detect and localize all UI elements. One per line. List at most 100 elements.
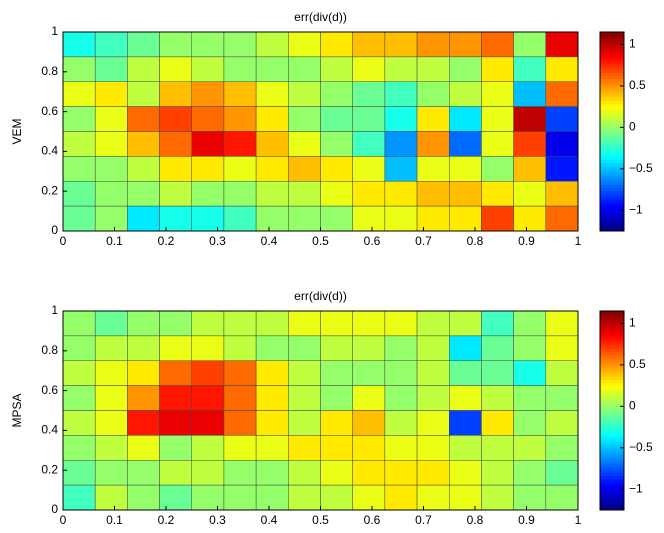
mesh-cell — [255, 460, 289, 486]
colorbar-strip — [600, 175, 624, 179]
y-tick-label: 0 — [51, 223, 58, 237]
mesh-cell — [481, 410, 514, 436]
mesh-cell — [416, 31, 450, 58]
mesh-cell — [384, 31, 418, 58]
mesh-cell — [255, 56, 289, 82]
colorbar-strip — [600, 38, 624, 42]
mesh-cell — [352, 335, 386, 361]
mesh-cell — [481, 385, 514, 411]
colorbar-strip — [600, 482, 624, 486]
mesh-cell — [320, 385, 353, 411]
mesh-cell — [513, 435, 547, 461]
mesh-cell — [320, 131, 353, 157]
x-tick-label: 0.4 — [261, 234, 278, 248]
y-tick-label: 1 — [51, 303, 58, 317]
mesh-cell — [320, 335, 353, 361]
colorbar-strip — [600, 373, 624, 377]
mesh-cell — [384, 435, 418, 461]
mesh-cell — [159, 335, 192, 361]
x-tick-label: 0 — [60, 513, 67, 527]
colorbar-strip — [600, 190, 624, 195]
colorbar-strip — [600, 159, 624, 164]
colorbar-strip — [600, 401, 624, 405]
mesh-cell — [62, 181, 96, 207]
mesh-cell — [191, 335, 225, 361]
colorbar-strip — [600, 91, 624, 95]
mesh-cell — [94, 131, 128, 157]
x-tick-label: 0.9 — [518, 513, 535, 527]
mesh-cell — [94, 460, 128, 486]
colorbar-strip — [600, 224, 624, 229]
colorbar-frame — [599, 31, 625, 232]
x-tick-label: 1 — [575, 234, 582, 248]
colorbar-strip — [600, 376, 624, 380]
colorbar-tick-label: 0.5 — [629, 78, 646, 92]
mesh-cell — [94, 484, 128, 511]
mesh-cell — [481, 435, 514, 461]
mesh-cell — [481, 31, 514, 58]
mesh-cell — [94, 335, 128, 361]
mesh-cell — [94, 385, 128, 411]
colorbar-strip — [600, 500, 624, 505]
mesh-cell — [223, 360, 257, 386]
mesh-cell — [127, 360, 160, 386]
mesh-cell — [62, 460, 96, 486]
mesh-cell — [384, 131, 418, 157]
y-axis-label: VEM — [10, 118, 24, 144]
colorbar-strip — [600, 348, 624, 352]
mesh-cell — [545, 310, 579, 337]
mesh-cell — [384, 205, 418, 232]
colorbar-strip — [600, 156, 624, 160]
mesh-cell — [94, 310, 128, 337]
x-tick-label: 0.2 — [158, 234, 175, 248]
colorbar-strip — [600, 187, 624, 192]
colorbar-strip — [600, 441, 624, 446]
mesh-cell — [62, 106, 96, 132]
mesh-cell — [62, 205, 96, 232]
mesh-cell — [513, 310, 547, 337]
colorbar-strip — [600, 153, 624, 157]
mesh-cell — [481, 106, 514, 132]
y-tick-label: 0.8 — [41, 64, 58, 78]
colorbar-strip — [600, 84, 624, 89]
x-tick-label: 0.5 — [312, 513, 329, 527]
colorbar-strip — [600, 94, 624, 98]
x-tick-label: 0.6 — [364, 513, 381, 527]
colorbar-strip — [600, 109, 624, 114]
mesh-cell — [191, 435, 225, 461]
colorbar-strip — [600, 407, 624, 411]
mesh-cell — [191, 310, 225, 337]
mesh-cell — [94, 31, 128, 58]
y-tick-label: 1 — [51, 24, 58, 38]
colorbar-strip — [600, 422, 624, 427]
colorbar-strip — [600, 485, 624, 489]
y-tick-label: 0.2 — [41, 183, 58, 197]
colorbar-strip — [600, 209, 624, 213]
colorbar-tick-label: 0 — [629, 399, 636, 413]
y-tick-label: 0.4 — [41, 144, 58, 158]
colorbar-strip — [600, 125, 624, 129]
mesh-cell — [320, 81, 353, 107]
mesh-cell — [223, 181, 257, 207]
mesh-cell — [384, 385, 418, 411]
colorbar-frame — [599, 310, 625, 511]
colorbar-strip — [600, 370, 624, 374]
mesh-cell — [62, 360, 96, 386]
colorbar-strip — [600, 475, 624, 480]
mesh-cell — [545, 335, 579, 361]
colorbar-strip — [600, 206, 624, 210]
colorbar-strip — [600, 53, 624, 58]
mesh-cell — [255, 81, 289, 107]
mesh-cell — [545, 56, 579, 82]
mesh-cell — [159, 460, 192, 486]
colorbar-strip — [600, 171, 624, 176]
colorbar-strip — [600, 354, 624, 359]
mesh-cell — [127, 385, 160, 411]
mesh-cell — [159, 360, 192, 386]
mesh-cell — [416, 131, 450, 157]
mesh-cell — [449, 310, 482, 337]
mesh-cell — [191, 385, 225, 411]
mesh-cell — [288, 335, 321, 361]
mesh-cell — [288, 156, 321, 182]
mesh-cell — [94, 106, 128, 132]
